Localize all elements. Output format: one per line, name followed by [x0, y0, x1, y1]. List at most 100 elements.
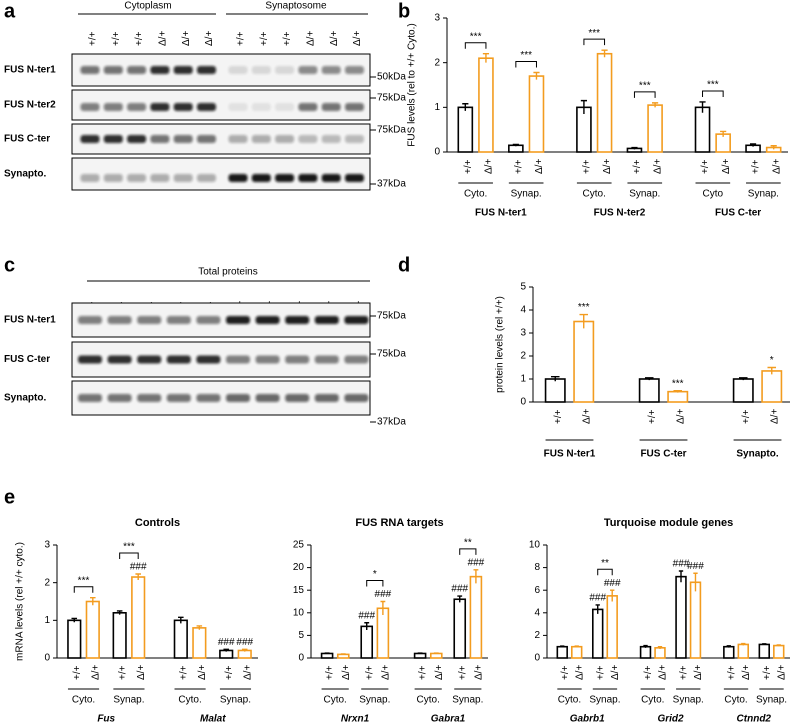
subgroup-label: Synap.: [748, 189, 779, 200]
blot-band: [80, 174, 100, 182]
row-label: Synapto.: [4, 169, 46, 180]
genotype-label: +/+: [418, 665, 429, 680]
blot-band: [196, 394, 221, 402]
bar: [67, 619, 82, 659]
bar: [360, 625, 374, 659]
bar: [570, 645, 583, 659]
blot-band: [166, 394, 191, 402]
bar: [647, 104, 663, 153]
bar: [413, 652, 427, 659]
y-tick-label: 2: [520, 351, 526, 362]
y-tick-label: 2: [434, 57, 440, 68]
bar: [112, 611, 127, 659]
row-label: FUS C-ter: [4, 354, 50, 365]
genotype-label: Δ/+: [741, 665, 752, 680]
bar: [667, 390, 689, 403]
genotype-label: +/+: [595, 665, 606, 680]
y-tick-label: 0: [534, 653, 540, 664]
blot-band: [285, 355, 310, 364]
blot-band: [150, 174, 170, 182]
blot-band: [226, 355, 250, 364]
group-label: Gabrb1: [570, 714, 605, 725]
genotype-label: +/+: [513, 159, 524, 174]
blot-band: [78, 394, 102, 402]
error-bar: [71, 617, 78, 623]
bar: [758, 643, 771, 659]
blot-band: [107, 394, 132, 402]
sig-bracket: [702, 90, 724, 97]
blot-band: [251, 66, 271, 74]
y-axis-label: mRNA levels (rel +/+ cyto.): [15, 542, 26, 661]
panel-label: c: [4, 254, 15, 276]
group-label: FUS C-ter: [640, 449, 686, 460]
chart-title: Controls: [135, 517, 180, 529]
bar: [591, 608, 604, 659]
bar-annotation: ###: [687, 561, 704, 572]
blot-band: [255, 394, 280, 402]
blot-band: [107, 355, 132, 364]
bar: [320, 652, 334, 659]
blot-band: [137, 394, 162, 402]
blot-band: [150, 135, 170, 143]
blot-band: [150, 66, 170, 74]
error-bar: [643, 644, 648, 648]
genotype-label: Δ/+: [242, 665, 253, 680]
bar: [596, 52, 613, 153]
error-bar: [473, 569, 479, 584]
marker-label: 37kDa: [377, 417, 406, 428]
panel-label: d: [398, 254, 410, 276]
y-tick-label: 0: [298, 653, 304, 664]
blot-band: [255, 316, 280, 324]
error-bar: [178, 616, 184, 624]
lane-label: +/+: [111, 31, 122, 46]
blot-panel: [71, 157, 371, 191]
error-bar: [482, 53, 490, 63]
genotype-label: +/+: [751, 159, 762, 174]
blot-band: [80, 135, 100, 143]
y-tick-label: 5: [520, 282, 526, 293]
subgroup-label: Cyto.: [558, 695, 581, 706]
blot-band: [285, 394, 310, 402]
blot-band: [173, 66, 193, 74]
subgroup-label: Cyto.: [464, 189, 487, 200]
blot-band: [226, 394, 250, 402]
column-header: Cytoplasm: [124, 1, 171, 12]
sig-label: ***: [520, 50, 532, 61]
error-bar: [457, 595, 463, 603]
bar: [192, 627, 207, 659]
sig-bracket: [464, 42, 487, 49]
genotype-label: +/+: [762, 665, 773, 680]
error-bar: [90, 597, 96, 606]
blot-band: [275, 66, 295, 74]
row-label: Synapto.: [4, 393, 46, 404]
error-bar: [340, 653, 346, 655]
marker-label: 75kDa: [377, 93, 406, 104]
column-header: Total proteins: [198, 267, 257, 278]
group-label: FUS C-ter: [715, 208, 761, 219]
bar: [675, 575, 687, 659]
genotype-label: +/+: [457, 665, 468, 680]
y-tick-label: 2: [44, 577, 50, 588]
genotype-label: Δ/+: [581, 409, 592, 424]
blot-band: [197, 66, 216, 74]
row-label: FUS N-ter2: [4, 100, 56, 111]
bar: [131, 576, 146, 659]
bar: [761, 370, 783, 403]
blot-band: [314, 355, 339, 364]
bar: [654, 647, 666, 659]
genotype-label: Δ/+: [693, 665, 704, 680]
bar: [732, 378, 754, 403]
error-bar: [749, 143, 757, 147]
bar: [336, 653, 350, 659]
bar-annotation: ###: [673, 559, 690, 570]
error-bar: [726, 645, 731, 648]
blot-band: [166, 316, 191, 324]
bar: [544, 378, 566, 403]
y-axis-label: protein levels (rel +/+): [495, 296, 506, 393]
group-label: Gabra1: [431, 714, 466, 725]
bar: [453, 598, 467, 659]
blot-band: [314, 394, 339, 402]
lane-label: +/+: [88, 31, 99, 46]
y-tick-label: 2: [534, 630, 540, 641]
subgroup-label: Cyto.: [583, 189, 606, 200]
